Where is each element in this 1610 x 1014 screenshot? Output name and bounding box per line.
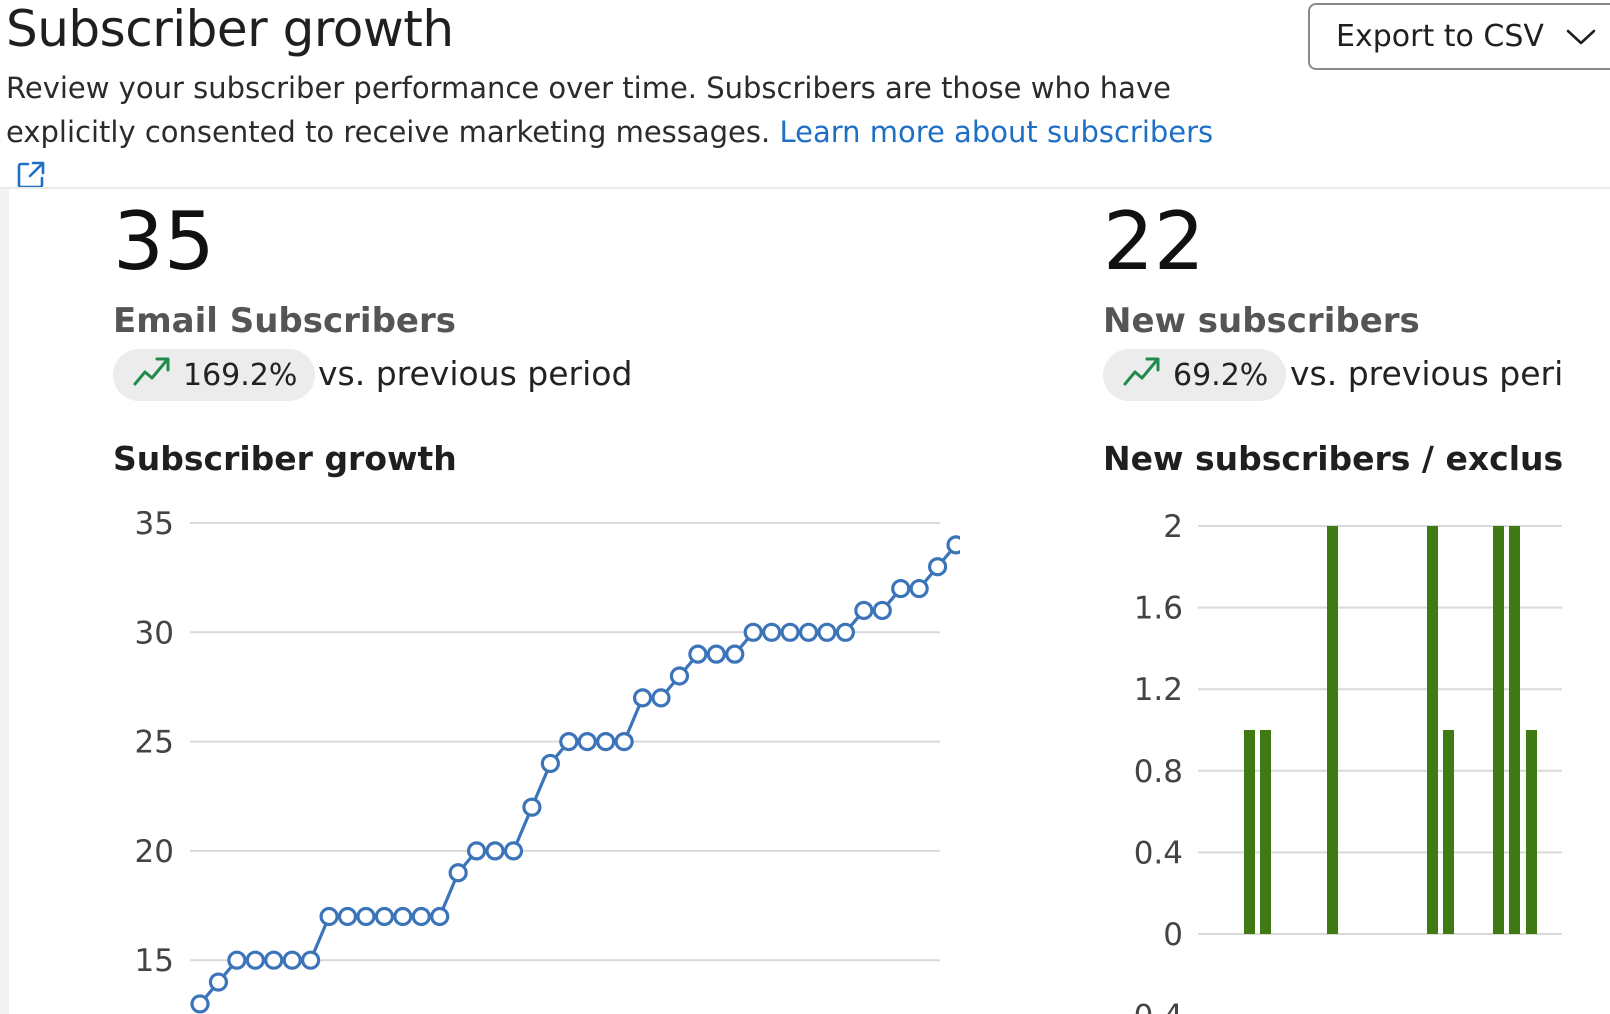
bar [1327, 526, 1338, 934]
external-link-icon [16, 158, 46, 202]
metric-label: Email Subscribers [113, 301, 456, 341]
chart-title: Subscriber growth [113, 439, 457, 478]
page-title: Subscriber growth [6, 0, 454, 58]
data-point [208, 972, 229, 992]
header-divider [0, 187, 1610, 189]
data-point [190, 994, 210, 1014]
data-point [762, 622, 782, 642]
export-button-label: Export to CSV [1336, 19, 1544, 54]
data-point [467, 841, 487, 861]
data-point [651, 688, 671, 708]
data-point [559, 731, 579, 752]
data-point [835, 622, 856, 642]
data-point [356, 906, 376, 927]
data-point [596, 731, 616, 752]
data-point [946, 535, 960, 555]
trend-percentage: 69.2% [1173, 357, 1269, 393]
data-point [706, 644, 726, 664]
data-point [374, 906, 394, 927]
data-point [669, 666, 690, 686]
trending-up-icon [1123, 354, 1173, 396]
y-tick-label: 1.6 [1134, 591, 1183, 627]
data-point [798, 622, 819, 642]
data-point [393, 906, 413, 927]
new-subscribers-bar-chart: 0 0.4 0.8 1.2 1.6 2 -0.4 [1123, 509, 1562, 1014]
trend-badge: 69.2% [1103, 349, 1287, 401]
page-description: Review your subscriber performance over … [6, 66, 1236, 202]
trending-up-icon [133, 354, 183, 396]
data-point [577, 731, 597, 752]
y-tick-label: 25 [135, 725, 174, 761]
metric-value: 22 [1103, 195, 1205, 288]
data-point [909, 578, 929, 599]
metric-card-email-subscribers: 35 Email Subscribers 169.2% vs. previous… [0, 189, 960, 1014]
data-point [337, 906, 358, 927]
y-tick-label: 1.2 [1134, 672, 1183, 708]
data-point [319, 906, 339, 927]
bar [1526, 730, 1537, 934]
data-point [614, 731, 634, 752]
y-tick-label: 20 [135, 834, 174, 870]
y-tick-label: 0.8 [1134, 754, 1183, 790]
bar [1443, 730, 1454, 934]
trend-percentage: 169.2% [183, 357, 298, 393]
y-tick-label: 0 [1163, 917, 1183, 953]
y-tick-label: 35 [135, 506, 174, 542]
chart-title: New subscribers / exclusions [1103, 439, 1562, 478]
metric-label: New subscribers [1103, 301, 1420, 341]
data-point [854, 600, 874, 621]
metric-card-new-subscribers: 22 New subscribers 69.2% vs. previous pe… [1100, 189, 1562, 1014]
data-point [264, 950, 284, 970]
learn-more-link[interactable]: Learn more about subscribers [6, 115, 1213, 193]
bar [1427, 526, 1438, 934]
data-point [540, 753, 560, 774]
bar [1493, 526, 1504, 934]
data-point [725, 644, 745, 664]
series-line [198, 537, 960, 1005]
chevron-down-icon [1566, 19, 1596, 54]
comparison-text: vs. previous period [1290, 354, 1562, 393]
data-point [485, 841, 505, 861]
data-point [282, 950, 302, 970]
data-point [872, 600, 892, 621]
description-text: Review your subscriber performance over … [6, 71, 1171, 149]
bar [1244, 730, 1255, 934]
bar [1260, 730, 1271, 934]
data-point [448, 863, 468, 883]
learn-more-label: Learn more about subscribers [779, 115, 1214, 149]
data-point [522, 797, 542, 817]
data-point [503, 841, 524, 861]
export-csv-button[interactable]: Export to CSV [1308, 3, 1610, 70]
data-point [227, 950, 247, 970]
data-point [245, 950, 265, 970]
data-point [927, 557, 948, 577]
metric-value: 35 [113, 195, 215, 288]
data-point [688, 644, 708, 664]
y-tick-label: -0.4 [1123, 999, 1184, 1014]
data-point [743, 622, 763, 642]
data-point [301, 950, 321, 970]
panel-edge [0, 189, 9, 1014]
comparison-text: vs. previous period [318, 354, 633, 393]
y-tick-label: 2 [1163, 509, 1183, 545]
data-point [780, 622, 800, 642]
data-point [891, 578, 911, 599]
data-point [430, 906, 450, 927]
data-point [817, 622, 837, 642]
y-tick-label: 0.4 [1134, 835, 1183, 871]
bar [1509, 526, 1520, 934]
data-point [632, 688, 653, 708]
y-tick-label: 15 [135, 943, 174, 979]
subscriber-growth-line-chart: 15 20 25 30 35 [135, 506, 960, 1014]
trend-badge: 169.2% [113, 349, 316, 401]
y-tick-label: 30 [135, 615, 174, 651]
data-point [411, 906, 431, 927]
